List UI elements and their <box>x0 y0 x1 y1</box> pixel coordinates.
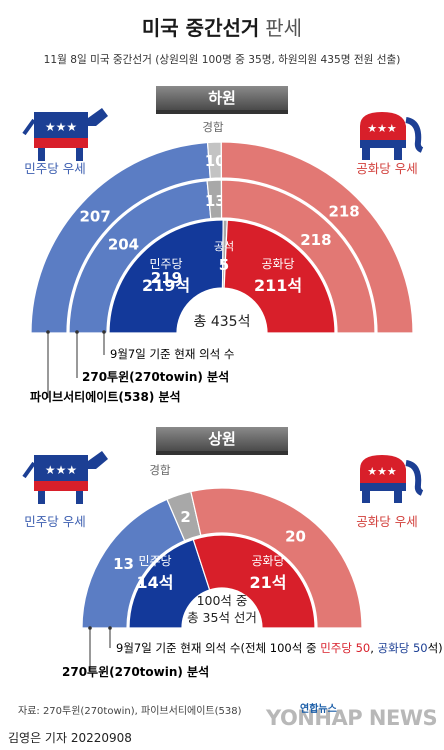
house-inner-dem-party: 민주당 <box>149 257 182 271</box>
house-ring1-segment-2 <box>220 179 376 334</box>
svg-text:★★★: ★★★ <box>367 465 397 478</box>
footer-credit: 김영은 기자 20220908 <box>8 731 132 745</box>
house-ring1-value-1: 13 <box>205 192 226 210</box>
senate-270-dot <box>88 626 92 630</box>
charts-canvas: 207 10 218 204 13 218 219 5 13 2 20 ★★★ ★★★ ★★★ ★… <box>22 108 443 679</box>
senate-rep-side-label: 공화당 우세 <box>356 514 417 529</box>
yonhap-watermark: YONHAP NEWS <box>266 706 438 730</box>
senate-caption-current-rep: 공화당 50 <box>378 641 428 655</box>
house-section-label: 하원 <box>156 86 288 110</box>
house-inner-vacant-label: 공석 <box>214 240 234 253</box>
house-ring0-segment-2 <box>220 141 414 334</box>
senate-caption-current: 9월7일 기준 현재 의석 수(전체 100석 중 민주당 50, 공화당 50… <box>116 641 443 655</box>
senate-tossup-label: 경합 <box>149 463 171 477</box>
svg-text:★★★: ★★★ <box>45 463 77 477</box>
house-rep-side-label: 공화당 우세 <box>356 161 417 176</box>
house-ring1-value-2: 218 <box>300 231 331 249</box>
senate-label-underline <box>156 451 288 455</box>
house-total-label: 총 435석 <box>194 314 251 330</box>
senate-caption-270: 270투윈(270towin) 분석 <box>62 665 209 679</box>
senate-ring0-value-2: 20 <box>285 528 306 546</box>
house-270-dot <box>75 330 79 334</box>
title-suffix: 판세 <box>265 16 303 40</box>
senate-total-line2: 총 35석 선거 <box>187 610 257 625</box>
house-label-underline <box>156 110 288 114</box>
house-ring2-value-0: 219 <box>151 269 182 287</box>
senate-ring0-segment-2 <box>190 487 363 629</box>
house-inner-rep-seats: 211석 <box>254 276 302 295</box>
senate-caption-current-prefix: 9월7일 기준 현재 의석 수(전체 100석 중 <box>116 641 320 655</box>
senate-center-disk <box>182 588 262 628</box>
house-caption-current: 9월7일 기준 현재 의석 수 <box>110 347 234 361</box>
house-tossup-label: 경합 <box>202 120 224 134</box>
yonhap-logo: 연합뉴스 <box>300 704 337 715</box>
senate-caption-current-dem: 민주당 50 <box>320 641 370 655</box>
house-ring0-value-2: 218 <box>328 202 359 220</box>
senate-chart: 13 2 20 <box>81 487 363 629</box>
donkey-icon: ★★★ <box>22 451 108 504</box>
senate-ring0-value-0: 13 <box>113 555 134 573</box>
senate-section-label: 상원 <box>156 427 288 451</box>
senate-total-line1: 100석 중 <box>197 593 248 608</box>
senate-inner-dem-seats: 14석 <box>137 573 174 592</box>
house-ring2-value-1: 5 <box>219 256 229 274</box>
svg-text:★★★: ★★★ <box>45 120 77 134</box>
house-ring0-value-1: 10 <box>205 152 226 170</box>
house-ring1-value-0: 204 <box>108 236 139 254</box>
senate-current-dot <box>108 626 112 630</box>
house-chart: 207 10 218 204 13 218 219 5 <box>30 141 414 334</box>
house-dem-side-label: 민주당 우세 <box>24 161 85 176</box>
senate-ring0-value-1: 2 <box>180 508 190 526</box>
house-inner-rep-party: 공화당 <box>261 257 294 271</box>
senate-inner-dem-party: 민주당 <box>138 554 171 568</box>
house-ring0-value-0: 207 <box>79 207 110 225</box>
elephant-icon: ★★★ <box>360 455 424 503</box>
senate-caption-current-sep: , <box>370 641 377 655</box>
house-538-dot <box>46 330 50 334</box>
title-main: 미국 중간선거 <box>141 16 260 40</box>
senate-inner-rep-party: 공화당 <box>251 554 284 568</box>
senate-dem-side-label: 민주당 우세 <box>24 514 85 529</box>
house-caption-270: 270투윈(270towin) 분석 <box>82 370 229 384</box>
elephant-icon: ★★★ <box>360 112 424 160</box>
house-current-dot <box>102 330 106 334</box>
house-inner-dem-seats: 219석 <box>142 276 190 295</box>
senate-inner-rep-seats: 21석 <box>250 573 287 592</box>
chart-title: 미국 중간선거 판세 <box>0 12 444 41</box>
chart-subtitle: 11월 8일 미국 중간선거 (상원의원 100명 중 35명, 하원의원 43… <box>43 54 401 66</box>
house-caption-538: 파이브서티에이트(538) 분석 <box>30 389 181 404</box>
footer-source: 자료: 270투윈(270towin), 파이브서티에이트(538) <box>18 706 242 717</box>
svg-text:★★★: ★★★ <box>367 122 397 135</box>
house-center-disk <box>177 288 267 333</box>
senate-caption-current-suffix: 석) <box>428 641 443 655</box>
donkey-icon: ★★★ <box>22 108 108 161</box>
